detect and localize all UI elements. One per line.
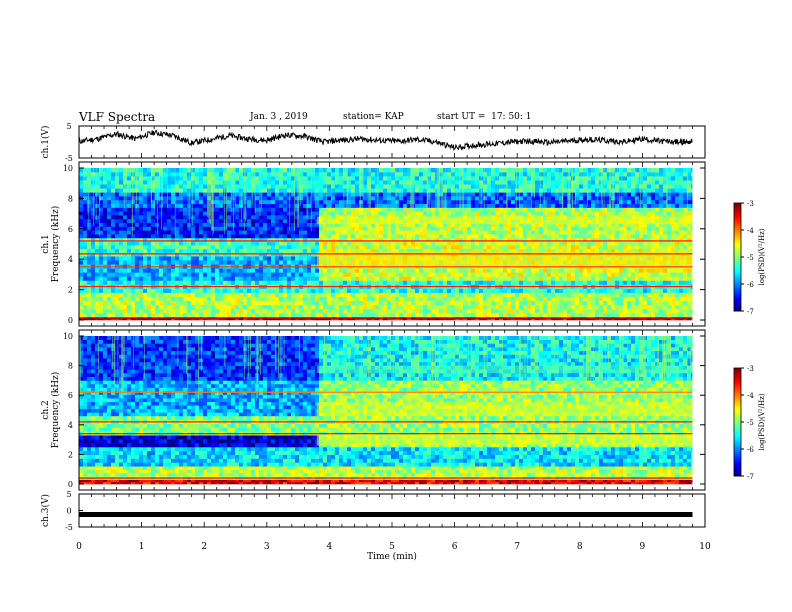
y-tick-label: 6 xyxy=(68,391,73,400)
colorbar-tick-label: -7 xyxy=(747,308,754,316)
colorbar-tick-label: -5 xyxy=(747,419,754,427)
y-tick-label: 4 xyxy=(68,255,73,264)
station-label: station= KAP xyxy=(343,112,404,122)
waveform-line xyxy=(78,129,693,152)
spectral-band xyxy=(316,365,693,373)
x-tick-label: 3 xyxy=(264,542,270,552)
time-axis: 0 1 2 3 4 5 6 7 8 9 10 Time (min) xyxy=(76,542,711,562)
y-tick-label: 5 xyxy=(66,122,71,131)
spectral-band xyxy=(316,216,693,225)
x-tick-label: 1 xyxy=(139,542,145,552)
y-tick-label: 0 xyxy=(66,507,71,516)
y-axis-label: Frequency (kHz) xyxy=(50,206,61,283)
ch2-spectrogram-panel: 0 2 4 6 8 10 ch.2 Frequency (kHz) xyxy=(41,329,706,491)
colorbar-tick-label: -6 xyxy=(747,281,754,289)
spectral-band xyxy=(316,402,693,416)
y-tick-label: 6 xyxy=(68,225,73,234)
y-tick-label: 10 xyxy=(63,164,73,173)
ch2-colorbar: -3 -4 -5 -6 -7 log(PSD)(V²/Hz) xyxy=(733,365,766,481)
y-tick-label: 10 xyxy=(63,332,73,341)
x-tick-label: 6 xyxy=(452,542,458,552)
y-axis-label: ch.2 xyxy=(41,400,51,419)
ch1-colorbar: -3 -4 -5 -6 -7 log(PSD)(V²/Hz) xyxy=(733,200,766,316)
x-tick-label: 9 xyxy=(640,542,646,552)
y-tick-label: -5 xyxy=(65,523,73,532)
y-tick-label: 4 xyxy=(68,421,73,430)
y-tick-label: 8 xyxy=(68,362,73,371)
y-axis-label: ch.3(V) xyxy=(40,494,51,527)
colorbar-tick-label: -4 xyxy=(747,227,754,235)
y-tick-label: 2 xyxy=(68,286,73,295)
x-tick-label: 7 xyxy=(514,542,520,552)
start-time-label: start UT = 17: 50: 1 xyxy=(437,112,532,122)
ch1-waveform-panel: 5 -5 ch.1(V) xyxy=(40,122,706,163)
x-tick-label: 0 xyxy=(76,542,82,552)
y-tick-label: 5 xyxy=(66,490,71,499)
y-axis-label: ch.1(V) xyxy=(40,126,51,159)
ch3-waveform-panel: 5 0 -5 ch.3(V) xyxy=(40,490,706,532)
y-axis-label: ch.1 xyxy=(41,234,51,253)
x-tick-label: 4 xyxy=(327,542,333,552)
y-tick-label: -5 xyxy=(65,154,73,163)
colorbar-tick-label: -3 xyxy=(747,365,754,373)
x-axis-label: Time (min) xyxy=(367,551,417,562)
chart-title: VLF Spectra xyxy=(79,110,156,124)
colorbar-label: log(PSD)(V²/Hz) xyxy=(758,393,766,450)
colorbar-tick-label: -3 xyxy=(747,200,754,208)
colorbar-label: log(PSD)(V²/Hz) xyxy=(758,228,766,285)
y-tick-label: 0 xyxy=(68,316,73,325)
ch1-spectrogram-panel: 0 2 4 6 8 10 ch.1 Frequency (kHz) xyxy=(41,161,706,327)
y-axis-label: Frequency (kHz) xyxy=(50,372,61,449)
x-tick-label: 2 xyxy=(201,542,207,552)
x-tick-label: 5 xyxy=(389,542,395,552)
colorbar-tick-label: -6 xyxy=(747,446,754,454)
spectral-band xyxy=(316,251,693,269)
spectral-band xyxy=(316,433,693,446)
y-tick-label: 0 xyxy=(68,480,73,489)
colorbar-tick-label: -4 xyxy=(747,392,754,400)
x-tick-label: 10 xyxy=(699,542,711,552)
y-tick-label: 2 xyxy=(68,450,73,459)
colorbar-tick-label: -7 xyxy=(747,473,754,481)
colorbar-tick-label: -5 xyxy=(747,254,754,262)
date-label: Jan. 3 , 2019 xyxy=(250,112,308,122)
x-tick-label: 8 xyxy=(577,542,583,552)
y-tick-label: 8 xyxy=(68,194,73,203)
